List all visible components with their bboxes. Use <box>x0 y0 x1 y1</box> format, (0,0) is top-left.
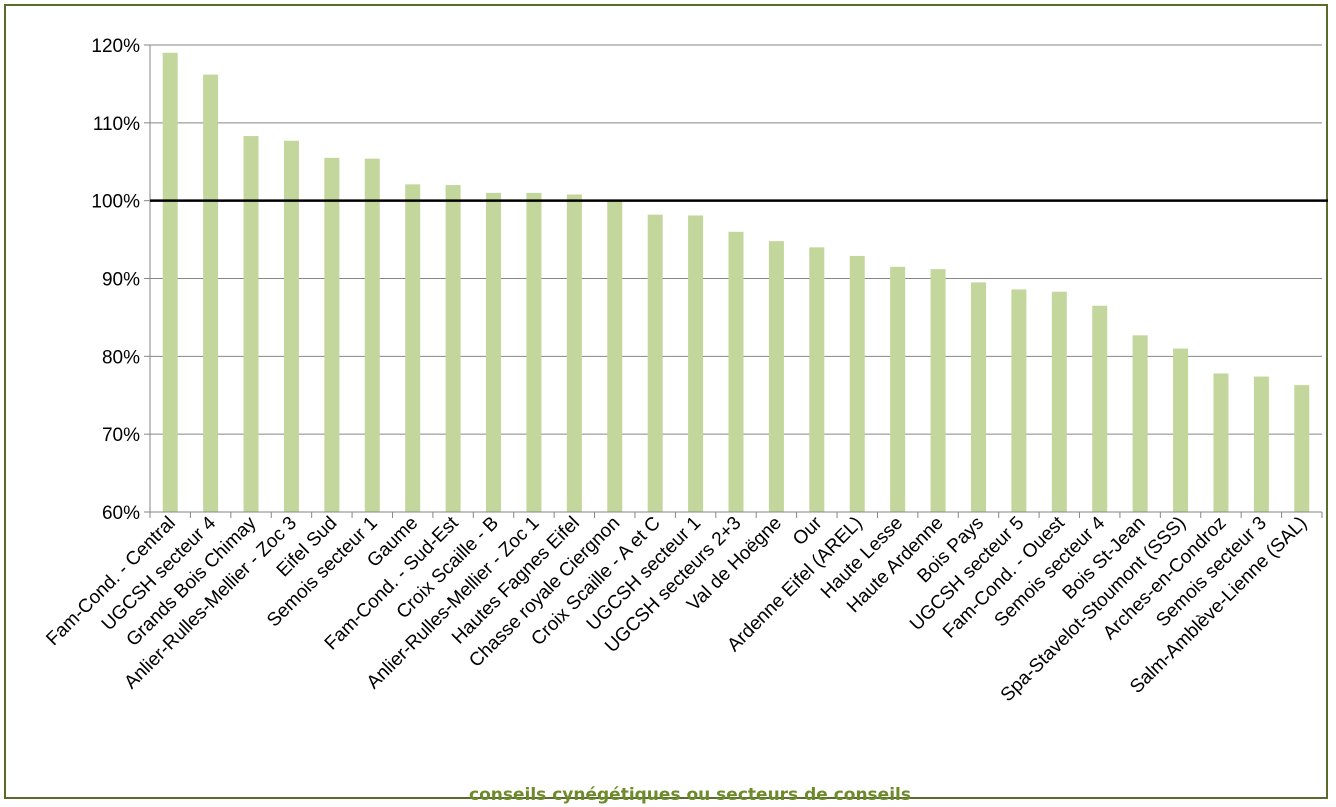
x-axis-title: conseils cynégétiques ou secteurs de con… <box>469 785 911 805</box>
y-tick-label: 70% <box>102 425 140 446</box>
axes <box>149 45 1328 518</box>
bar <box>526 192 542 512</box>
bar <box>849 255 865 512</box>
y-tick-label: 100% <box>91 192 140 213</box>
y-tick-label: 80% <box>102 347 140 368</box>
bar <box>1173 348 1189 512</box>
bar <box>203 74 219 513</box>
bar <box>970 282 986 512</box>
y-tick-label: 120% <box>91 36 140 57</box>
bar <box>162 52 178 513</box>
bar <box>243 136 259 512</box>
bar <box>364 158 380 513</box>
bar <box>1051 291 1067 512</box>
y-tick-label: 90% <box>102 270 140 291</box>
bar <box>930 269 946 512</box>
bar <box>809 247 825 512</box>
bar <box>324 157 340 512</box>
bar <box>728 231 744 513</box>
bar <box>405 184 421 513</box>
bars <box>162 52 1310 513</box>
y-tick-label: 60% <box>102 503 140 524</box>
bar <box>1213 373 1229 512</box>
bar <box>1011 289 1027 512</box>
bar <box>566 194 582 512</box>
chart-frame <box>4 4 1328 799</box>
y-tick-label: 110% <box>93 114 140 135</box>
bar <box>647 214 663 512</box>
bar <box>688 215 704 512</box>
bar <box>1253 376 1269 512</box>
bar <box>1294 385 1310 512</box>
y-tick-labels: 60% 70% 80% 90% 100% 110% 120% <box>91 36 140 524</box>
bar <box>1092 305 1108 512</box>
bar <box>768 241 784 512</box>
bar <box>890 266 906 512</box>
bar <box>1132 335 1148 512</box>
bar <box>607 200 623 512</box>
bar <box>283 140 299 513</box>
bar <box>486 192 502 512</box>
bar <box>445 185 461 512</box>
